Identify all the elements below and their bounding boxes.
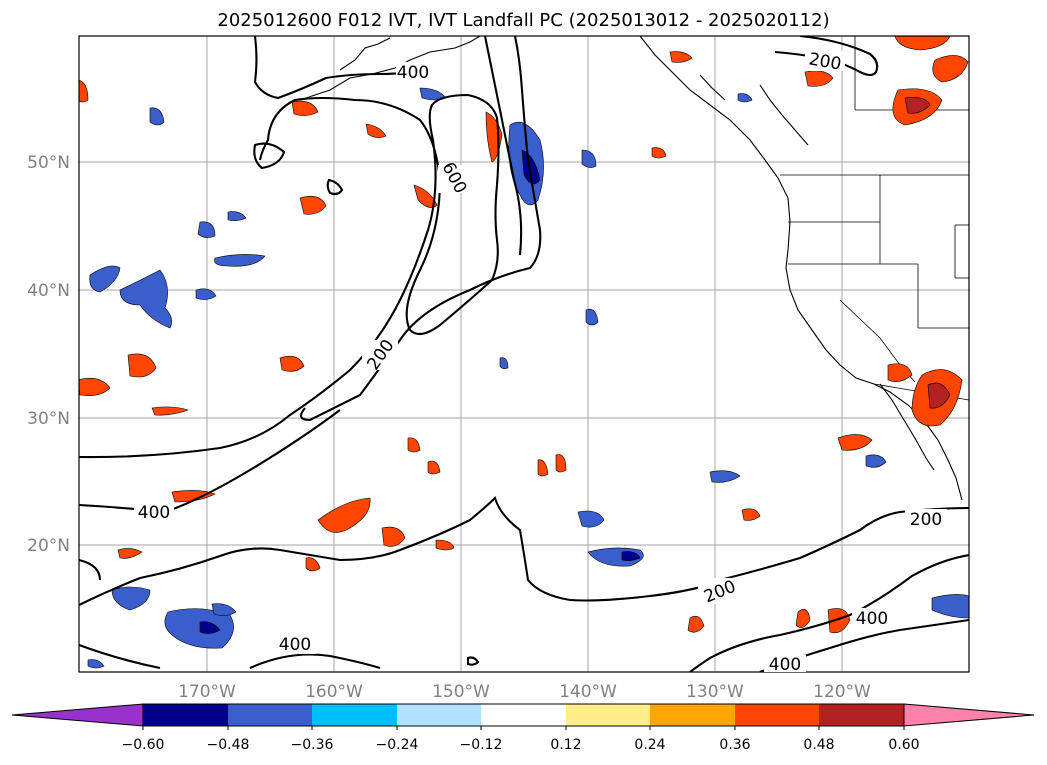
- colorbar-tick-label: 0.24: [634, 737, 665, 753]
- colorbar-tick-label: 0.12: [550, 737, 581, 753]
- lat-labels: 50°N 40°N 30°N 20°N: [27, 153, 70, 556]
- colorbar-tick-label: 0.48: [803, 737, 834, 753]
- lon-label-120w: 120°W: [813, 682, 871, 702]
- contour-label: 400: [138, 503, 170, 523]
- colorbar-bin: [650, 704, 735, 726]
- lon-label-130w: 130°W: [686, 682, 744, 702]
- lat-label-20n: 20°N: [27, 536, 70, 556]
- colorbar-tick-label: −0.60: [122, 737, 165, 753]
- colorbar-bin: [143, 704, 228, 726]
- colorbar-bin: [819, 704, 904, 726]
- map-title: 2025012600 F012 IVT, IVT Landfall PC (20…: [217, 10, 830, 31]
- colorbar-tick-label: −0.12: [460, 737, 503, 753]
- map-frame: [78, 35, 970, 673]
- colorbar-bin: [481, 704, 566, 726]
- contour-label: 400: [279, 635, 311, 655]
- lon-labels: 170°W 160°W 150°W 140°W 130°W 120°W: [178, 682, 871, 702]
- contour-labels: 400 600 200 400 200 200 400 400 200 400: [134, 49, 947, 675]
- ivt-contours: [79, 36, 969, 672]
- colorbar: −0.60 −0.48 −0.36 −0.24 −0.12 0.12 0.24 …: [11, 703, 1035, 753]
- colorbar-under-arrow: [11, 703, 144, 727]
- colorbar-tick-label: 0.60: [888, 737, 919, 753]
- contour-label: 400: [769, 655, 801, 675]
- colorbar-bin: [228, 704, 312, 726]
- lat-label-40n: 40°N: [27, 281, 70, 301]
- lat-label-50n: 50°N: [27, 153, 70, 173]
- lon-label-160w: 160°W: [305, 682, 363, 702]
- lat-label-30n: 30°N: [27, 409, 70, 429]
- lon-label-140w: 140°W: [559, 682, 617, 702]
- colorbar-bin: [397, 704, 481, 726]
- colorbar-tick-label: −0.24: [376, 737, 419, 753]
- lon-label-150w: 150°W: [432, 682, 490, 702]
- contour-label: 400: [397, 63, 429, 83]
- contour-label: 200: [910, 510, 942, 530]
- colorbar-tick-label: −0.48: [207, 737, 250, 753]
- colorbar-tick-label: −0.36: [291, 737, 334, 753]
- lon-label-170w: 170°W: [178, 682, 236, 702]
- contour-label: 400: [856, 609, 888, 629]
- colorbar-bin: [312, 704, 397, 726]
- colorbar-bin: [735, 704, 819, 726]
- ivt-pc-shading: [79, 36, 969, 669]
- colorbar-over-arrow: [903, 703, 1035, 727]
- colorbar-bin: [566, 704, 650, 726]
- colorbar-tick-label: 0.36: [719, 737, 750, 753]
